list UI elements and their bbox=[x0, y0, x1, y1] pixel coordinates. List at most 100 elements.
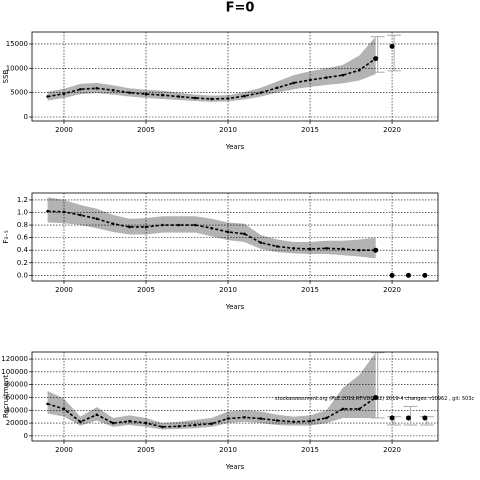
estimate-point bbox=[177, 223, 181, 227]
estimate-point bbox=[341, 407, 345, 411]
estimate-point bbox=[144, 92, 148, 96]
y-axis-label: SSB bbox=[2, 69, 10, 83]
y-tick-label: 120000 bbox=[1, 355, 28, 363]
y-tick-label: 0.8 bbox=[17, 221, 28, 229]
estimate-point bbox=[210, 422, 213, 426]
estimate-point bbox=[210, 226, 213, 230]
estimate-point bbox=[62, 92, 66, 95]
estimate-point bbox=[111, 222, 115, 226]
estimate-point bbox=[95, 413, 99, 417]
estimate-point bbox=[193, 423, 197, 427]
estimate-point bbox=[210, 97, 213, 101]
estimate-point bbox=[161, 93, 164, 97]
estimate-point bbox=[79, 87, 82, 91]
y-tick-label: 10000 bbox=[6, 64, 28, 72]
y-tick-label: 1.2 bbox=[17, 196, 28, 204]
confidence-band bbox=[47, 36, 376, 102]
estimate-point bbox=[46, 95, 49, 98]
x-tick-label: 2015 bbox=[301, 286, 319, 294]
estimate-point bbox=[308, 247, 312, 251]
x-tick-label: 2010 bbox=[219, 126, 237, 134]
forecast-point bbox=[373, 394, 379, 400]
estimate-point bbox=[308, 419, 312, 423]
y-tick-label: 0 bbox=[24, 113, 28, 121]
estimate-point bbox=[46, 402, 49, 406]
estimate-point bbox=[226, 97, 230, 100]
forecast-point bbox=[422, 272, 428, 278]
estimate-point bbox=[357, 248, 361, 252]
figure-title: F=0 bbox=[226, 1, 255, 16]
y-tick-label: 40000 bbox=[6, 406, 28, 414]
estimate-point bbox=[341, 73, 345, 77]
x-axis-label: Years bbox=[225, 303, 245, 311]
estimate-point bbox=[161, 223, 164, 227]
y-tick-label: 20000 bbox=[6, 419, 28, 427]
estimate-point bbox=[292, 247, 295, 250]
estimate-point bbox=[275, 245, 279, 248]
forecast-point bbox=[373, 56, 379, 62]
y-tick-label: 1.0 bbox=[17, 208, 28, 216]
estimate-point bbox=[161, 425, 164, 429]
estimate-point bbox=[292, 420, 295, 424]
forecast-point bbox=[405, 272, 411, 278]
estimate-point bbox=[325, 416, 328, 420]
y-axis-label: F₃₋₅ bbox=[2, 230, 10, 244]
forecast-point bbox=[389, 415, 395, 421]
x-axis-label: Years bbox=[225, 143, 245, 151]
y-tick-label: 0.6 bbox=[17, 234, 29, 242]
estimate-point bbox=[79, 420, 82, 424]
estimate-point bbox=[46, 209, 49, 213]
y-tick-label: 15000 bbox=[6, 40, 28, 48]
estimate-point bbox=[275, 86, 279, 90]
forecast-point bbox=[405, 415, 411, 421]
estimate-line bbox=[47, 396, 377, 428]
estimate-point bbox=[144, 225, 148, 229]
estimate-point bbox=[177, 424, 181, 428]
estimate-point bbox=[111, 88, 115, 92]
forecast-point bbox=[389, 272, 395, 278]
estimate-point bbox=[308, 78, 312, 82]
estimate-point bbox=[243, 416, 246, 419]
estimate-point bbox=[79, 213, 82, 217]
estimate-point bbox=[111, 421, 115, 425]
estimate-point bbox=[275, 419, 279, 422]
estimate-point bbox=[259, 91, 263, 94]
plot-frame bbox=[31, 351, 439, 442]
y-tick-label: 5000 bbox=[10, 89, 28, 97]
x-tick-label: 2020 bbox=[383, 286, 401, 294]
x-tick-label: 2005 bbox=[137, 446, 155, 454]
y-tick-label: 100000 bbox=[1, 368, 28, 376]
estimate-point bbox=[62, 407, 66, 411]
forecast-point bbox=[422, 415, 428, 421]
x-axis-label: Years bbox=[225, 463, 245, 471]
plot-frame bbox=[31, 31, 439, 122]
forecast-point bbox=[389, 43, 395, 49]
estimate-point bbox=[357, 407, 361, 411]
estimate-point bbox=[95, 217, 99, 221]
estimate-point bbox=[144, 421, 148, 425]
y-tick-label: 80000 bbox=[6, 381, 28, 389]
estimate-point bbox=[226, 230, 230, 234]
forecast-point bbox=[373, 247, 379, 253]
estimate-point bbox=[259, 417, 263, 420]
y-tick-label: 0.4 bbox=[17, 246, 29, 254]
y-tick-label: 0.2 bbox=[17, 259, 28, 267]
estimate-point bbox=[243, 94, 246, 98]
x-tick-label: 2005 bbox=[137, 126, 155, 134]
x-tick-label: 2000 bbox=[55, 446, 73, 454]
y-tick-label: 0 bbox=[24, 432, 28, 440]
estimate-point bbox=[325, 247, 328, 250]
estimate-point bbox=[259, 241, 263, 244]
x-tick-label: 2015 bbox=[301, 446, 319, 454]
plot-frame bbox=[31, 192, 439, 282]
x-tick-label: 2010 bbox=[219, 446, 237, 454]
estimate-point bbox=[243, 232, 246, 236]
annotation: stockassessment.org (PLE.2019.RF.VDQ.02)… bbox=[275, 396, 474, 402]
estimate-point bbox=[95, 86, 99, 90]
estimate-point bbox=[193, 96, 197, 100]
estimate-point bbox=[128, 419, 131, 423]
estimate-point bbox=[341, 247, 345, 251]
x-tick-label: 2020 bbox=[383, 446, 401, 454]
estimate-point bbox=[357, 68, 361, 72]
